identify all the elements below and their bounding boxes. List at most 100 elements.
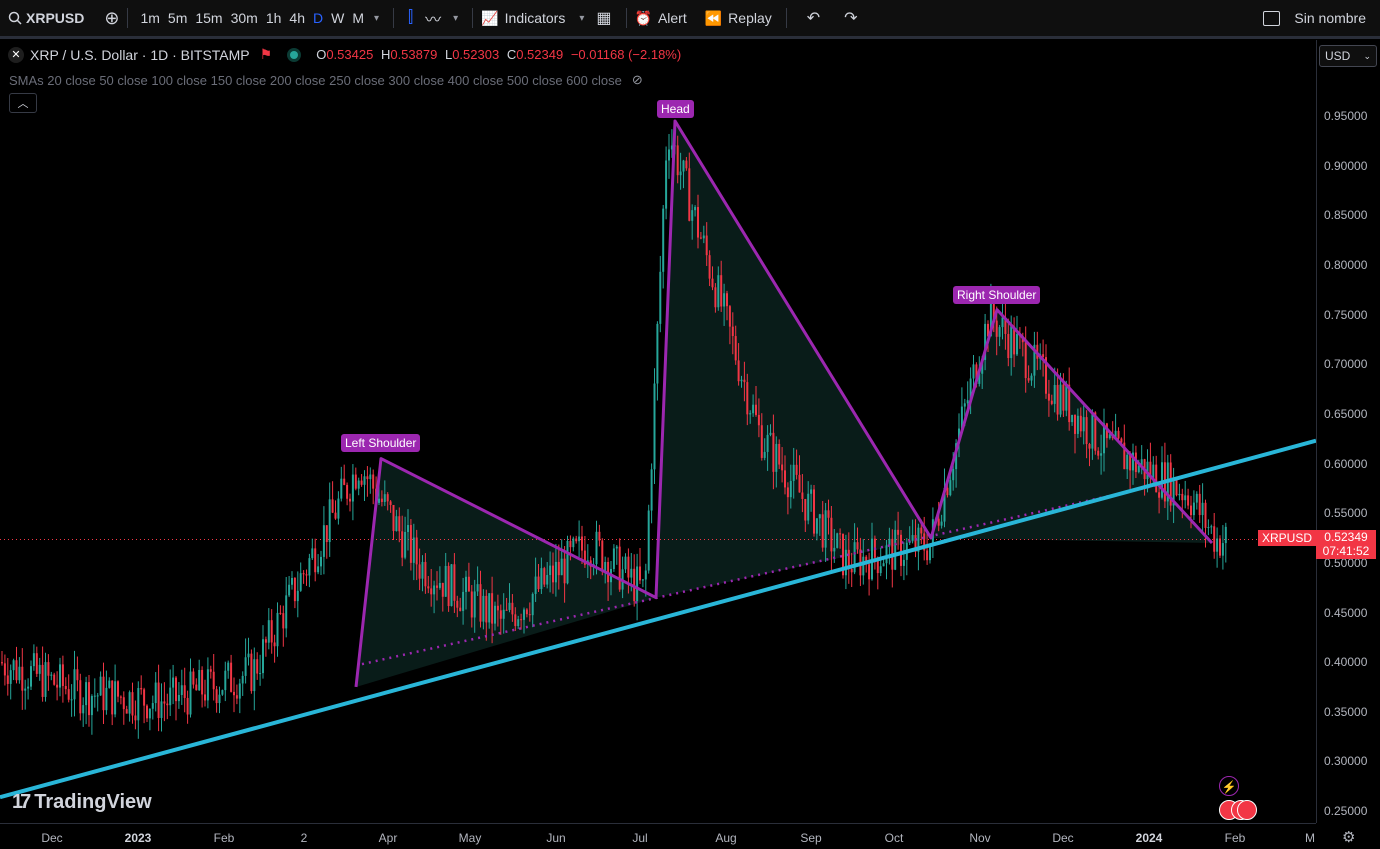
time-tick-label: Jun [546, 831, 566, 845]
candle-body [888, 538, 891, 546]
replay-button[interactable]: ⏪ Replay [705, 10, 772, 27]
candles-icon[interactable]: ⫿ [408, 9, 414, 26]
candle-body [131, 692, 134, 716]
candle-body [572, 538, 575, 548]
candle-body [244, 657, 247, 676]
candle-body [885, 545, 888, 564]
candle-body [21, 666, 24, 691]
undo-icon[interactable]: ↶ [806, 10, 821, 27]
interval-4h[interactable]: 4h [289, 10, 305, 26]
candle-body [85, 682, 88, 706]
currency-select[interactable]: USD ⌄ [1319, 45, 1377, 67]
candle-body [702, 235, 705, 239]
candle-body [349, 498, 351, 502]
candle-body [241, 675, 244, 684]
candle-body [1065, 384, 1068, 411]
candle-body [444, 565, 447, 597]
candle-body [412, 537, 415, 563]
candle-body [960, 406, 963, 429]
settings-gear-icon[interactable]: ⚙ [1342, 829, 1356, 846]
symbol-label: XRPUSD [26, 10, 85, 26]
candle-body [180, 685, 183, 695]
candle-body [627, 556, 630, 578]
candle-body [436, 585, 438, 588]
interval-w[interactable]: W [331, 10, 345, 26]
candle-body [73, 669, 76, 700]
candle-body [630, 568, 633, 578]
line-chart-icon[interactable]: 〰 [425, 12, 442, 29]
bar-countdown: 07:41:52 [1322, 544, 1370, 558]
candle-body [41, 664, 44, 697]
indicators-button[interactable]: 📈 Indicators [481, 10, 565, 27]
candle-body [35, 653, 38, 674]
candle-body [775, 443, 778, 472]
tradingview-logo[interactable]: 17 TradingView [12, 791, 152, 814]
candle-body [1207, 527, 1210, 529]
candle-body [233, 691, 235, 696]
candle-body [911, 535, 914, 541]
head-and-shoulders-pattern [354, 119, 1214, 688]
events-flags-icon[interactable] [1219, 800, 1257, 820]
candle-body [1027, 378, 1030, 381]
candle-body [137, 688, 140, 721]
candle-body [1198, 493, 1201, 516]
add-symbol-icon[interactable]: ⊕ [104, 7, 120, 28]
candle-body [508, 602, 511, 610]
interval-d[interactable]: D [312, 10, 324, 26]
candle-body [134, 715, 137, 721]
candle-body [15, 660, 18, 681]
interval-30m[interactable]: 30m [230, 10, 258, 26]
layout-name-label: Sin nombre [1294, 10, 1366, 26]
redo-icon[interactable]: ↷ [844, 10, 858, 27]
candle-body [766, 434, 769, 452]
interval-1m[interactable]: 1m [140, 10, 160, 26]
eye-off-icon[interactable]: ⊘ [631, 72, 643, 87]
interval-15m[interactable]: 15m [195, 10, 223, 26]
candle-body [760, 425, 763, 458]
candle-body [1195, 493, 1198, 503]
low-key: L [444, 47, 453, 62]
time-tick-label: 2024 [1135, 831, 1163, 845]
candle-body [453, 564, 456, 601]
candle-body [189, 671, 192, 715]
candle-body [9, 670, 12, 684]
candle-body [929, 543, 931, 561]
candle-body [804, 499, 807, 521]
interval-5m[interactable]: 5m [167, 10, 188, 26]
candle-body [224, 670, 227, 691]
candle-body [415, 537, 418, 565]
symbol-search[interactable]: XRPUSD [8, 10, 84, 26]
candle-body [1152, 464, 1155, 479]
price-chart[interactable] [0, 0, 1316, 823]
candle-body [1033, 344, 1036, 376]
candle-body [615, 546, 618, 549]
candle-body [485, 595, 488, 623]
chart-type-chevron-down-icon[interactable]: ▾ [453, 12, 459, 24]
left-shoulder-label[interactable]: Left Shoulder [341, 434, 421, 452]
time-tick-label: Dec [41, 831, 63, 845]
symbol-title[interactable]: XRP / U.S. Dollar · 1D · BITSTAMP [30, 46, 250, 63]
candle-body [1062, 384, 1065, 411]
right-shoulder-label[interactable]: Right Shoulder [953, 286, 1041, 304]
layouts-grid-icon[interactable]: ▦ [596, 10, 612, 27]
replay-label: Replay [728, 10, 772, 26]
candle-body [218, 694, 221, 704]
candle-body [183, 685, 186, 698]
interval-chevron-down-icon[interactable]: ▾ [374, 12, 380, 24]
alert-button[interactable]: ⏰ Alert [635, 10, 687, 27]
interval-1h[interactable]: 1h [265, 10, 282, 26]
layout-name-button[interactable]: Sin nombre [1263, 10, 1366, 26]
candle-body [12, 660, 15, 671]
time-axis[interactable]: Dec 2023 Feb 2 Apr May Jun Jul Aug Sep Oct Nov Dec 20… [0, 823, 1316, 849]
price-axis[interactable]: 0.95000 0.90000 0.85000 0.80000 0.75000 0.700… [1316, 40, 1380, 823]
indicators-chevron-down-icon[interactable]: ▾ [579, 12, 585, 24]
candle-body [755, 404, 757, 415]
candle-body [114, 681, 117, 715]
head-label[interactable]: Head [657, 100, 694, 118]
sma-legend[interactable]: SMAs 20 close 50 close 100 close 150 clo… [9, 72, 643, 88]
candle-body [247, 653, 250, 658]
candle-body [552, 565, 554, 583]
interval-m[interactable]: M [352, 10, 364, 26]
lightning-icon[interactable]: ⚡ [1219, 776, 1239, 796]
collapse-legend-button[interactable]: ︿ [9, 93, 37, 113]
